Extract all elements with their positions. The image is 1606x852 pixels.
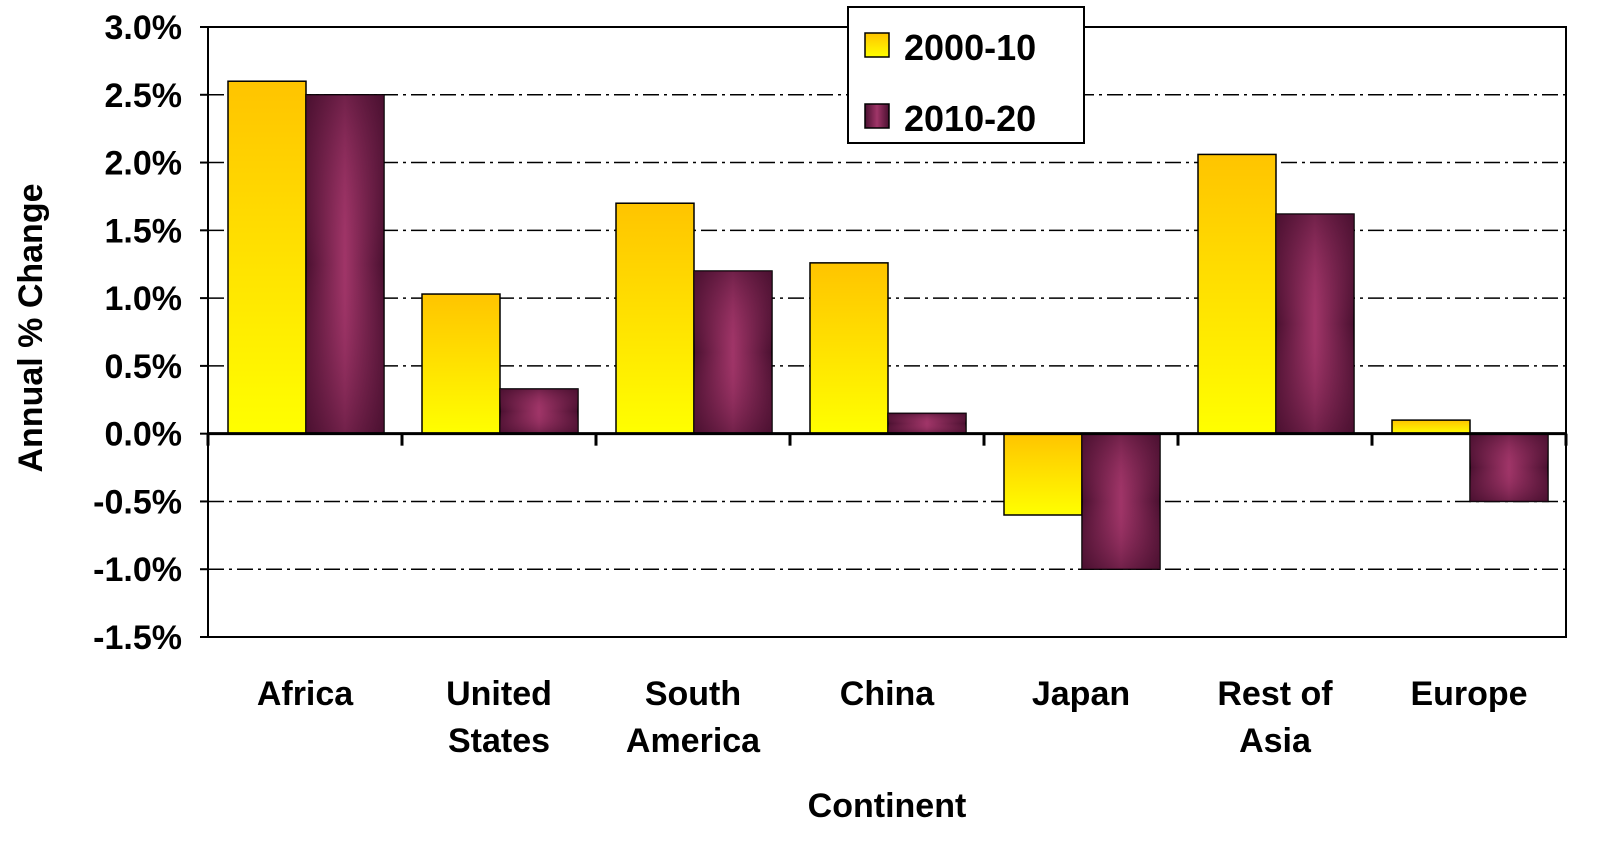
bar-2000-10-africa [227,80,307,435]
legend-label-2000-10: 2000-10 [904,27,1036,68]
x-tick-label: States [448,722,550,760]
x-tick-label: China [840,675,936,713]
bar-2000-10-south-america [615,202,695,435]
x-tick-label: Japan [1032,675,1130,713]
y-tick-label: 3.0% [105,9,183,47]
bar-shading [1276,214,1354,434]
bar-shading [500,388,578,434]
y-tick-label: -1.0% [93,551,182,589]
bar-shading [888,413,966,434]
x-tick-label: Europe [1410,675,1527,713]
bar-2000-10-rest-of-asia [1197,153,1277,435]
x-tick-labels: Africa United States South America China Japan… [257,675,1528,760]
bar-shading [306,94,384,434]
x-tick-label: United [446,675,552,713]
bar-shading [694,271,772,434]
y-tick-label: -0.5% [93,483,182,521]
x-tick-label: Africa [257,675,354,713]
bar-2000-10-europe [1391,419,1471,435]
y-tick-label: 0.0% [105,416,183,454]
x-tick-label: Rest of [1217,675,1333,713]
bar-shading [1082,433,1160,570]
legend-label-2010-20: 2010-20 [904,98,1036,139]
x-tick-label: America [626,722,761,760]
y-tick-labels: 3.0% 2.5% 2.0% 1.5% 1.0% 0.5% 0.0% -0.5% -1.0% -1… [93,9,182,657]
bar-2000-10-united-states [421,293,501,435]
bar-2000-10-japan [1003,432,1083,516]
x-tick-label: South [645,675,741,713]
y-tick-label: 2.5% [105,77,183,115]
y-tick-label: -1.5% [93,619,182,657]
y-tick-label: 0.5% [105,348,183,386]
legend: 2000-10 2010-20 [847,6,1085,144]
x-axis-title: Continent [808,787,967,825]
y-axis-title: Annual % Change [12,183,50,472]
y-tick-label: 1.0% [105,280,183,318]
legend-swatch-2000-10 [864,32,890,58]
bar-shading [1470,433,1548,502]
legend-swatch-2010-20 [864,103,890,129]
bar-2000-10-china [809,262,889,435]
x-tick-label: Asia [1239,722,1312,760]
bars [227,80,1549,570]
y-tick-label: 2.0% [105,145,183,183]
y-tick-label: 1.5% [105,212,183,250]
